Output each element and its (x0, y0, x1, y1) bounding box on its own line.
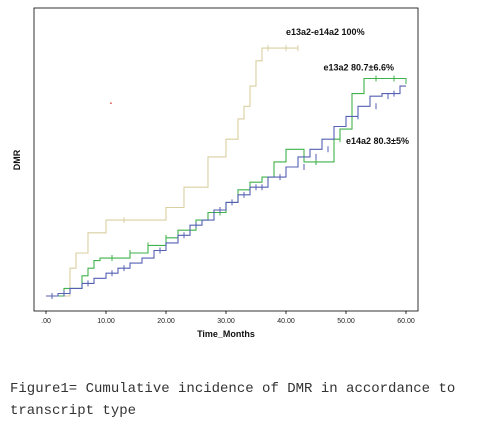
series-label: e13a2 80.7±6.6% (324, 62, 395, 72)
x-tick-label: 30.00 (217, 318, 235, 325)
series-1: e13a2-e14a2 100% (46, 27, 365, 297)
figure-caption: Figure1= Cumulative incidence of DMR in … (10, 381, 456, 419)
series-3: e14a2 80.3±5% (46, 85, 409, 299)
annotation-dot: . (109, 91, 113, 107)
x-tick-label: 10.00 (97, 318, 115, 325)
x-axis-title: Time_Months (197, 329, 255, 339)
series-label: e13a2-e14a2 100% (286, 27, 365, 37)
x-tick-label: 60.00 (397, 318, 415, 325)
x-axis: .00 10.00 20.00 30.00 40.00 50.00 60.00 (41, 311, 415, 325)
series-line (46, 47, 298, 297)
series-label: e14a2 80.3±5% (346, 136, 409, 146)
series-line (46, 77, 406, 297)
plot-area (33, 7, 419, 312)
x-tick-label: .00 (41, 318, 51, 325)
x-tick-label: 50.00 (337, 318, 355, 325)
x-tick-label: 20.00 (157, 318, 175, 325)
series-layer: e13a2-e14a2 100% e13a2 80.7±6.6% e14a2 80.… (46, 27, 409, 299)
y-axis-title: DMR (12, 149, 22, 170)
x-tick-label: 40.00 (277, 318, 295, 325)
